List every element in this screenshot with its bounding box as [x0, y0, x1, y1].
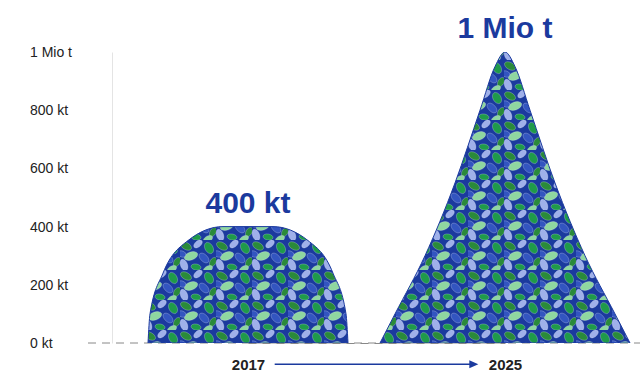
y-tick: 600 kt	[30, 160, 112, 176]
arrow-head	[469, 360, 478, 368]
y-tick-label: 1 Mio t	[30, 44, 72, 60]
y-tick-label: 0 kt	[30, 335, 53, 351]
data-label: 1 Mio t	[458, 11, 553, 44]
y-tick: 800 kt	[30, 102, 112, 118]
arrow-line	[275, 363, 471, 365]
y-tick: 1 Mio t	[30, 44, 112, 60]
x-axis: 2017 2025	[232, 343, 522, 373]
x-tick-label: 2017	[232, 356, 265, 373]
x-tick-label: 2025	[489, 356, 522, 373]
y-tick: 400 kt	[30, 219, 112, 235]
y-tick-label: 600 kt	[30, 160, 68, 176]
pile	[380, 52, 630, 343]
y-tick-label: 400 kt	[30, 219, 68, 235]
x-axis-line	[249, 343, 506, 344]
x-tick: 2025	[489, 343, 522, 373]
marks	[148, 52, 630, 343]
x-tick: 2017	[232, 343, 265, 373]
y-tick-label: 200 kt	[30, 277, 68, 293]
y-tick: 0 kt	[30, 335, 112, 351]
y-tick-label: 800 kt	[30, 102, 68, 118]
y-axis-line	[112, 53, 113, 344]
y-axis: 0 kt 200 kt 400 kt 600 kt 800 kt 1 Mio t	[30, 44, 113, 351]
data-label: 400 kt	[205, 186, 290, 219]
pile	[148, 227, 348, 343]
chart: 0 kt200 kt400 kt600 kt800 kt1 Mio t20172…	[0, 0, 643, 376]
y-tick: 200 kt	[30, 277, 112, 293]
